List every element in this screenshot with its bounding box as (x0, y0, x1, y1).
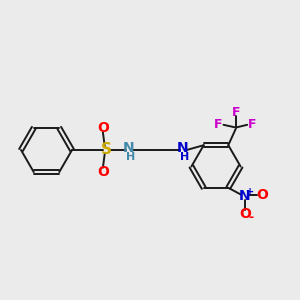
Text: O: O (256, 188, 268, 202)
Text: O: O (97, 166, 109, 179)
Text: N: N (177, 142, 189, 155)
Text: N: N (239, 189, 250, 203)
Text: -: - (248, 211, 254, 224)
Text: F: F (214, 118, 223, 131)
Text: O: O (239, 207, 251, 221)
Text: H: H (180, 152, 189, 162)
Text: S: S (101, 142, 112, 158)
Text: H: H (126, 152, 135, 162)
Text: N: N (123, 142, 135, 155)
Text: +: + (245, 187, 254, 197)
Text: F: F (232, 106, 240, 119)
Text: F: F (248, 118, 256, 131)
Text: O: O (97, 121, 109, 134)
